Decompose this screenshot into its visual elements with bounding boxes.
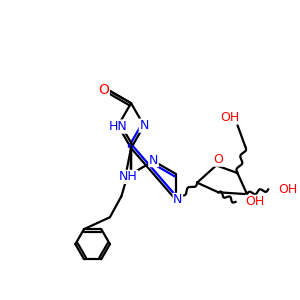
Text: O: O — [213, 153, 223, 166]
Text: OH: OH — [278, 183, 297, 196]
Text: OH: OH — [220, 111, 239, 124]
Text: N: N — [149, 154, 158, 166]
Text: NH: NH — [119, 170, 137, 183]
Text: HN: HN — [109, 120, 128, 133]
Text: O: O — [98, 83, 109, 97]
Text: OH: OH — [245, 195, 264, 208]
Text: N: N — [139, 119, 149, 132]
Text: N: N — [173, 194, 183, 206]
